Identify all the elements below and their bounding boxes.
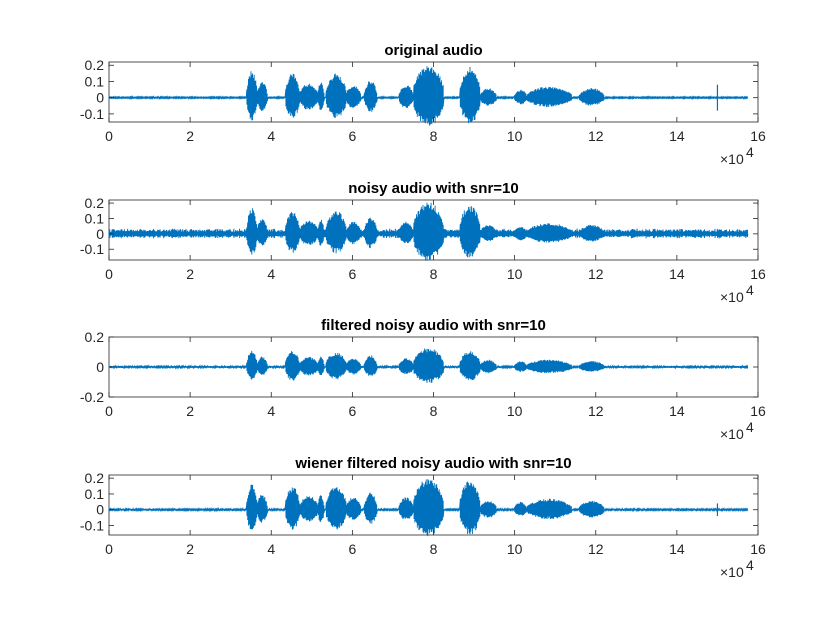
subplot-title: noisy audio with snr=10 [348, 180, 518, 197]
x-tick-label: 0 [105, 266, 113, 282]
subplot-3: filtered noisy audio with snr=10 0 2 4 6 8 10 1… [80, 317, 766, 442]
subplot-4: wiener filtered noisy audio with snr=10 0… [80, 455, 766, 580]
x-tick-label: 14 [669, 541, 685, 557]
x-tick-label: 10 [507, 541, 523, 557]
y-tick-label: 0.1 [85, 210, 105, 226]
x-tick-label: 4 [267, 403, 275, 419]
x-exponent-power: 4 [746, 282, 754, 298]
x-tick-label: 10 [507, 128, 523, 144]
x-tick-label: 14 [669, 403, 685, 419]
y-tick-label: 0 [96, 90, 104, 106]
x-tick-label: 10 [507, 266, 523, 282]
x-tick-label: 2 [186, 128, 194, 144]
x-tick-label: 12 [588, 266, 604, 282]
subplot-title: original audio [384, 42, 482, 59]
x-tick-label: 0 [105, 403, 113, 419]
y-tick-label: 0.2 [85, 329, 105, 345]
x-exponent-power: 4 [746, 419, 754, 435]
x-tick-label: 8 [430, 403, 438, 419]
x-tick-label: 14 [669, 128, 685, 144]
x-tick-label: 8 [430, 266, 438, 282]
x-tick-label: 8 [430, 128, 438, 144]
x-tick-label: 6 [348, 541, 356, 557]
x-exponent-power: 4 [746, 144, 754, 160]
x-tick-label: 8 [430, 541, 438, 557]
x-tick-label: 0 [105, 128, 113, 144]
y-tick-label: 0 [96, 359, 104, 375]
x-tick-label: 2 [186, 403, 194, 419]
x-exponent-label: ×10 [720, 289, 744, 305]
x-exponent-label: ×10 [720, 564, 744, 580]
x-tick-label: 16 [750, 541, 766, 557]
x-exponent-label: ×10 [720, 151, 744, 167]
y-tick-label: 0.2 [85, 470, 105, 486]
x-tick-label: 4 [267, 541, 275, 557]
x-tick-label: 16 [750, 266, 766, 282]
x-tick-label: 4 [267, 128, 275, 144]
x-exponent-label: ×10 [720, 426, 744, 442]
x-tick-label: 16 [750, 403, 766, 419]
x-exponent-power: 4 [746, 557, 754, 573]
x-tick-label: 0 [105, 541, 113, 557]
waveform-line [108, 479, 749, 537]
waveform-line [108, 348, 749, 384]
x-tick-label: 6 [348, 403, 356, 419]
x-tick-label: 12 [588, 128, 604, 144]
subplot-2: noisy audio with snr=100 2 4 6 8 10 12 14 160.20… [80, 180, 766, 305]
y-tick-label: -0.2 [80, 389, 104, 405]
y-tick-label: 0 [96, 226, 104, 242]
y-tick-label: -0.1 [80, 241, 104, 257]
x-tick-label: 4 [267, 266, 275, 282]
y-tick-label: 0 [96, 502, 104, 518]
subplot-title: filtered noisy audio with snr=10 [321, 317, 546, 334]
subplot-title: wiener filtered noisy audio with snr=10 [294, 455, 571, 472]
x-tick-label: 2 [186, 266, 194, 282]
y-tick-label: 0.2 [85, 57, 105, 73]
x-tick-label: 16 [750, 128, 766, 144]
x-tick-label: 12 [588, 541, 604, 557]
x-tick-label: 10 [507, 403, 523, 419]
x-tick-label: 14 [669, 266, 685, 282]
waveform-line [108, 202, 749, 261]
x-tick-label: 6 [348, 128, 356, 144]
x-tick-label: 6 [348, 266, 356, 282]
y-tick-label: 0.2 [85, 195, 105, 211]
y-tick-label: 0.1 [85, 486, 105, 502]
y-tick-label: -0.1 [80, 518, 104, 534]
x-tick-label: 2 [186, 541, 194, 557]
y-tick-label: -0.1 [80, 106, 104, 122]
x-tick-label: 12 [588, 403, 604, 419]
waveform-line [108, 66, 749, 126]
y-tick-label: 0.1 [85, 73, 105, 89]
